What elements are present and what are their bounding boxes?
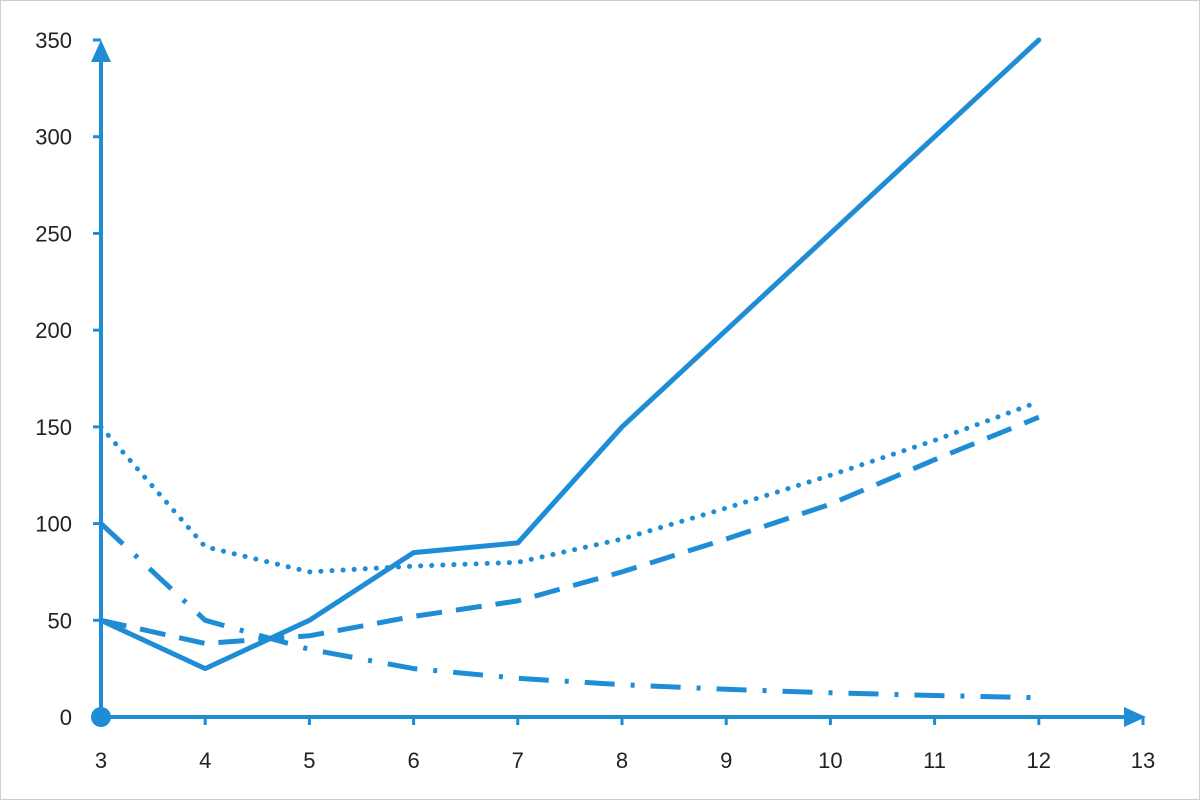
- y-tick-label: 350: [35, 28, 72, 53]
- x-tick-label: 12: [1027, 748, 1051, 773]
- series-line-dash-dot: [99, 521, 1039, 701]
- x-tick-label: 4: [199, 748, 211, 773]
- x-tick-label: 3: [95, 748, 107, 773]
- x-tick-label: 13: [1131, 748, 1155, 773]
- x-tick-label: 10: [818, 748, 842, 773]
- x-tick-label: 8: [616, 748, 628, 773]
- y-axis-arrow: [91, 40, 111, 62]
- y-tick-label: 250: [35, 221, 72, 246]
- x-tick-label: 9: [720, 748, 732, 773]
- y-tick-label: 0: [60, 705, 72, 730]
- axes: [91, 38, 1146, 727]
- x-tick-label: 11: [923, 748, 946, 773]
- y-tick-label: 150: [35, 415, 72, 440]
- y-tick-label: 300: [35, 125, 72, 150]
- y-tick-label: 100: [35, 512, 72, 537]
- x-tick-label: 5: [303, 748, 315, 773]
- series-line-dotted: [98, 399, 1042, 575]
- tick-labels: 3 4 5 6 7 8 9 10 11 12 13 0 50 100 150 200 250 300 350: [35, 28, 1155, 773]
- series-line-dashed: [100, 414, 1040, 646]
- series-layer: [98, 37, 1042, 701]
- y-tick-label: 50: [48, 608, 72, 633]
- x-tick-label: 6: [407, 748, 419, 773]
- series-line-solid: [98, 37, 1042, 672]
- x-axis-arrow: [1124, 707, 1146, 727]
- origin-dot: [91, 707, 111, 727]
- y-tick-label: 200: [35, 318, 72, 343]
- x-tick-label: 7: [512, 748, 524, 773]
